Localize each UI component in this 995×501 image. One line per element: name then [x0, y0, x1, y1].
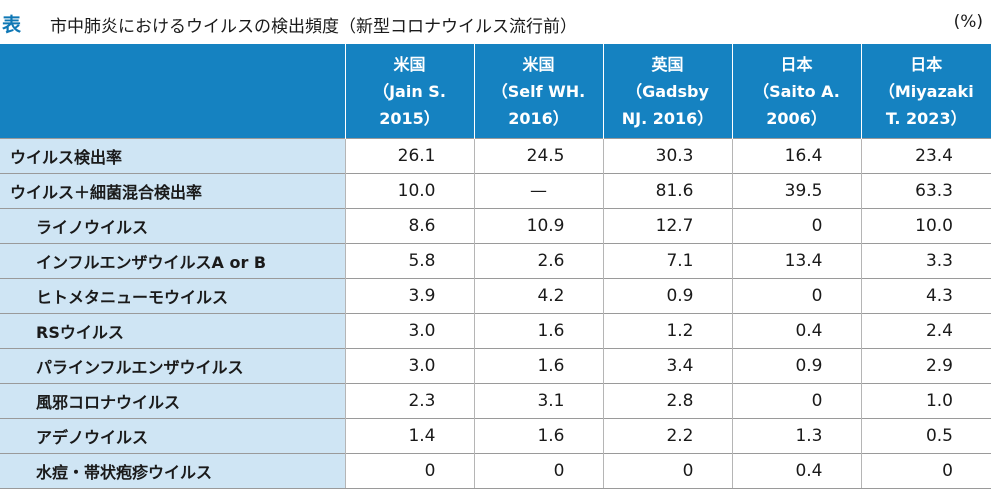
table-row: RSウイルス 3.0 1.6 1.2 0.4 2.4	[0, 313, 991, 349]
row-label: RSウイルス	[0, 313, 345, 349]
cell-value: 24.5	[473, 138, 603, 174]
cell-value: 3.3	[860, 243, 991, 279]
cell-value: 39.5	[731, 173, 861, 209]
header-country: 英国	[651, 54, 684, 74]
cell-value: 10.0	[860, 208, 991, 244]
cell-value: 13.4	[731, 243, 861, 279]
header-cell: 日本 （Miyazaki T. 2023）	[860, 44, 991, 139]
table-caption: 表 市中肺炎におけるウイルスの検出頻度（新型コロナウイルス流行前） (%)	[0, 4, 995, 37]
cell-value: 1.6	[473, 313, 603, 349]
cell-value: 2.8	[602, 383, 732, 419]
row-label: インフルエンザウイルスA or B	[0, 243, 345, 279]
unit-label: (%)	[953, 12, 983, 32]
header-source-line1: （Miyazaki	[878, 81, 974, 101]
header-source-line1: （Jain S.	[373, 81, 446, 101]
header-cell: 米国 （Self WH. 2016）	[473, 44, 603, 139]
cell-value: 30.3	[602, 138, 732, 174]
table-row: アデノウイルス 1.4 1.6 2.2 1.3 0.5	[0, 418, 991, 454]
header-source-line2: 2015）	[379, 108, 440, 128]
table-row: 水痘・帯状疱疹ウイルス 0 0 0 0.4 0	[0, 453, 991, 489]
header-cell: 米国 （Jain S. 2015）	[344, 44, 474, 139]
cell-value: 26.1	[344, 138, 474, 174]
cell-value: 1.6	[473, 348, 603, 384]
cell-value: 2.4	[860, 313, 991, 349]
row-label: 水痘・帯状疱疹ウイルス	[0, 453, 345, 489]
cell-value: 3.0	[344, 313, 474, 349]
cell-value: 63.3	[860, 173, 991, 209]
header-country: 日本	[910, 54, 943, 74]
header-corner-cell	[0, 44, 345, 139]
table-row: インフルエンザウイルスA or B 5.8 2.6 7.1 13.4 3.3	[0, 243, 991, 279]
cell-value: 1.6	[473, 418, 603, 454]
table-row: パラインフルエンザウイルス 3.0 1.6 3.4 0.9 2.9	[0, 348, 991, 384]
table-row: 風邪コロナウイルス 2.3 3.1 2.8 0 1.0	[0, 383, 991, 419]
table-title: 市中肺炎におけるウイルスの検出頻度（新型コロナウイルス流行前）	[50, 17, 577, 37]
cell-value: 1.4	[344, 418, 474, 454]
cell-value: 0.5	[860, 418, 991, 454]
cell-value: 3.9	[344, 278, 474, 314]
header-source-line1: （Self WH.	[491, 81, 586, 101]
cell-value: 1.2	[602, 313, 732, 349]
cell-value: 4.2	[473, 278, 603, 314]
cell-value: 0	[602, 453, 732, 489]
row-label: パラインフルエンザウイルス	[0, 348, 345, 384]
cell-value: 2.6	[473, 243, 603, 279]
cell-value: 7.1	[602, 243, 732, 279]
cell-value: 0	[731, 383, 861, 419]
cell-value: 0	[731, 208, 861, 244]
header-row: 米国 （Jain S. 2015） 米国 （Self WH. 2016） 英国 …	[0, 44, 991, 139]
cell-value: 16.4	[731, 138, 861, 174]
cell-value: 0.9	[731, 348, 861, 384]
row-label: ウイルス＋細菌混合検出率	[0, 173, 345, 209]
cell-value: 2.2	[602, 418, 732, 454]
row-label: ヒトメタニューモウイルス	[0, 278, 345, 314]
header-source-line2: NJ. 2016）	[621, 108, 714, 128]
header-cell: 英国 （Gadsby NJ. 2016）	[602, 44, 732, 139]
cell-value: 0	[473, 453, 603, 489]
header-country: 米国	[393, 54, 426, 74]
cell-value: 3.0	[344, 348, 474, 384]
cell-value: 0	[731, 278, 861, 314]
table-tag: 表	[2, 14, 22, 36]
header-source-line2: 2016）	[508, 108, 569, 128]
cell-value: 0.4	[731, 313, 861, 349]
cell-value: 0.4	[731, 453, 861, 489]
cell-value: 0.9	[602, 278, 732, 314]
cell-value: 10.0	[344, 173, 474, 209]
table-row: ウイルス＋細菌混合検出率 10.0 — 81.6 39.5 63.3	[0, 173, 991, 209]
header-source-line1: （Saito A.	[753, 81, 840, 101]
cell-value: 8.6	[344, 208, 474, 244]
header-country: 米国	[522, 54, 555, 74]
cell-value: 81.6	[602, 173, 732, 209]
header-source-line2: T. 2023）	[885, 108, 967, 128]
cell-value: —	[473, 173, 603, 209]
header-cell: 日本 （Saito A. 2006）	[731, 44, 861, 139]
table-row: ウイルス検出率 26.1 24.5 30.3 16.4 23.4	[0, 138, 991, 174]
cell-value: 0	[860, 453, 991, 489]
virus-detection-table: 米国 （Jain S. 2015） 米国 （Self WH. 2016） 英国 …	[0, 44, 991, 489]
cell-value: 23.4	[860, 138, 991, 174]
header-source-line2: 2006）	[766, 108, 827, 128]
header-source-line1: （Gadsby	[626, 81, 709, 101]
cell-value: 1.0	[860, 383, 991, 419]
cell-value: 1.3	[731, 418, 861, 454]
table-row: ライノウイルス 8.6 10.9 12.7 0 10.0	[0, 208, 991, 244]
row-label: ライノウイルス	[0, 208, 345, 244]
row-label: ウイルス検出率	[0, 138, 345, 174]
cell-value: 2.9	[860, 348, 991, 384]
header-country: 日本	[780, 54, 813, 74]
cell-value: 10.9	[473, 208, 603, 244]
cell-value: 2.3	[344, 383, 474, 419]
cell-value: 0	[344, 453, 474, 489]
row-label: 風邪コロナウイルス	[0, 383, 345, 419]
cell-value: 12.7	[602, 208, 732, 244]
row-label: アデノウイルス	[0, 418, 345, 454]
cell-value: 3.4	[602, 348, 732, 384]
table-row: ヒトメタニューモウイルス 3.9 4.2 0.9 0 4.3	[0, 278, 991, 314]
cell-value: 4.3	[860, 278, 991, 314]
cell-value: 3.1	[473, 383, 603, 419]
cell-value: 5.8	[344, 243, 474, 279]
